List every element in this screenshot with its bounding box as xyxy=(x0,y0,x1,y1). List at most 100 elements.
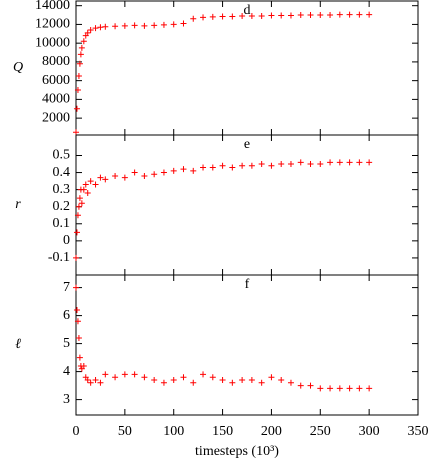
data-point xyxy=(87,178,94,185)
y-tick-label: 0.3 xyxy=(53,182,71,197)
data-point xyxy=(356,385,363,392)
y-tick-label: 10000 xyxy=(35,35,70,50)
data-point xyxy=(268,374,275,381)
data-point xyxy=(141,374,148,381)
data-point xyxy=(317,385,324,392)
data-point xyxy=(219,377,226,383)
data-point xyxy=(297,159,304,166)
data-point xyxy=(131,371,138,378)
data-point xyxy=(200,371,207,378)
data-point xyxy=(74,212,81,219)
data-point xyxy=(141,22,148,29)
data-point xyxy=(121,174,128,181)
data-point xyxy=(366,11,373,18)
data-point xyxy=(180,20,187,27)
data-point xyxy=(180,374,187,381)
data-point xyxy=(336,385,343,392)
data-point xyxy=(190,15,197,22)
y-axis-label: r xyxy=(15,197,21,212)
data-point xyxy=(248,12,255,19)
data-point xyxy=(327,159,334,166)
data-point xyxy=(356,11,363,18)
data-point xyxy=(73,284,79,291)
data-point xyxy=(229,379,236,386)
data-point xyxy=(239,162,246,169)
data-point xyxy=(336,11,343,18)
data-point xyxy=(180,166,187,173)
data-point xyxy=(78,44,85,51)
data-point xyxy=(327,385,334,392)
data-point xyxy=(75,335,82,341)
data-point xyxy=(75,72,82,79)
data-point xyxy=(84,377,91,383)
data-point xyxy=(131,22,138,29)
data-point xyxy=(209,164,216,171)
data-point xyxy=(278,12,285,19)
y-tick-label: 12000 xyxy=(35,17,70,32)
data-point xyxy=(160,169,167,176)
data-point xyxy=(229,13,236,20)
data-point xyxy=(84,29,91,36)
data-point xyxy=(76,195,83,202)
data-point xyxy=(307,12,314,19)
x-tick-label: 50 xyxy=(118,424,132,439)
data-point xyxy=(190,379,197,386)
panel-label: f xyxy=(245,277,250,292)
data-point xyxy=(200,14,207,21)
data-point xyxy=(131,169,138,176)
data-point xyxy=(209,13,216,20)
data-point xyxy=(317,12,324,19)
x-tick-label: 100 xyxy=(163,424,184,439)
x-tick-label: 350 xyxy=(408,424,429,439)
data-point xyxy=(287,12,294,19)
data-point xyxy=(278,161,285,168)
y-tick-label: 8000 xyxy=(42,54,70,69)
data-point xyxy=(258,161,265,168)
y-tick-label: 2000 xyxy=(42,110,70,125)
data-point xyxy=(268,12,275,19)
y-tick-label: 4000 xyxy=(42,92,70,107)
data-point xyxy=(258,379,265,386)
data-point xyxy=(297,12,304,19)
data-point xyxy=(356,159,363,166)
data-point xyxy=(75,203,82,210)
data-point xyxy=(73,307,80,313)
data-point xyxy=(209,374,216,381)
data-point xyxy=(73,129,79,136)
data-point xyxy=(346,385,353,392)
panel-frame xyxy=(75,0,419,136)
data-point xyxy=(92,181,99,188)
data-point xyxy=(200,164,207,171)
data-point xyxy=(73,229,80,236)
data-point xyxy=(77,51,84,58)
data-point xyxy=(112,374,119,381)
panel-frame xyxy=(75,134,419,276)
data-point xyxy=(268,162,275,169)
y-tick-label: 5 xyxy=(63,336,70,351)
data-point xyxy=(97,174,104,181)
y-tick-label: 3 xyxy=(63,392,70,407)
panel-label: e xyxy=(244,137,250,152)
y-tick-label: 0.4 xyxy=(53,165,71,180)
data-point xyxy=(219,162,226,169)
data-point xyxy=(297,382,304,389)
data-point xyxy=(87,379,94,386)
data-point xyxy=(248,377,255,383)
x-tick-label: 0 xyxy=(73,424,80,439)
data-point xyxy=(151,22,158,29)
y-axis-label: ℓ xyxy=(15,337,21,352)
data-point xyxy=(170,377,177,383)
y-tick-label: 0.2 xyxy=(53,199,71,214)
data-point xyxy=(141,172,148,179)
x-tick-label: 300 xyxy=(359,424,380,439)
data-point xyxy=(102,176,109,183)
data-point xyxy=(287,161,294,168)
data-point xyxy=(170,167,177,174)
data-point xyxy=(229,164,236,171)
y-tick-label: 6000 xyxy=(42,73,70,88)
data-point xyxy=(190,167,197,174)
data-point xyxy=(336,159,343,166)
x-tick-label: 250 xyxy=(310,424,331,439)
